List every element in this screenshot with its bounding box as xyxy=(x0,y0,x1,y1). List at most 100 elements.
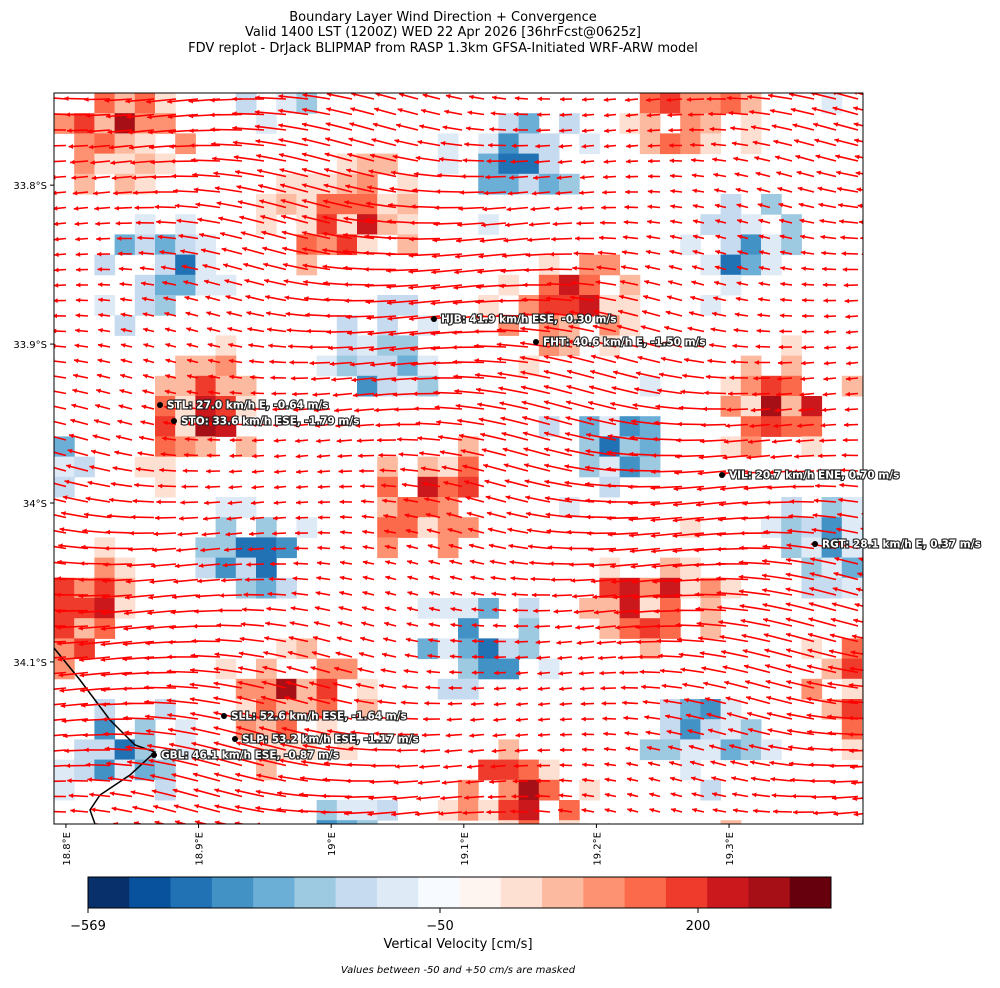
field-cell xyxy=(155,93,176,114)
field-cell xyxy=(397,214,418,235)
wind-arrowhead xyxy=(129,531,133,536)
wind-arrowhead xyxy=(469,733,474,738)
field-cell xyxy=(559,820,580,841)
wind-arrowhead xyxy=(48,389,53,394)
station-dot xyxy=(232,736,238,742)
wind-arrowhead xyxy=(491,111,496,116)
wind-arrowhead xyxy=(296,469,301,474)
wind-arrowhead xyxy=(155,205,159,210)
wind-arrowhead xyxy=(827,731,831,736)
wind-arrowhead xyxy=(72,175,77,180)
wind-arrowhead xyxy=(434,205,438,210)
wind-arrowhead xyxy=(815,826,820,831)
wind-arrowhead xyxy=(802,282,807,287)
wind-arrowhead xyxy=(295,438,300,443)
field-cell xyxy=(296,679,317,700)
wind-arrowhead xyxy=(812,795,816,800)
wind-arrowhead xyxy=(790,778,794,783)
wind-arrow xyxy=(627,825,638,828)
wind-arrowhead xyxy=(773,809,777,814)
wind-arrowhead xyxy=(626,174,630,179)
wind-arrow xyxy=(868,394,880,395)
wind-arrowhead xyxy=(292,392,297,397)
wind-arrowhead xyxy=(582,113,587,118)
wind-arrowhead xyxy=(414,406,418,411)
field-cell xyxy=(660,133,681,154)
wind-arrowhead xyxy=(868,392,873,397)
wind-arrowhead xyxy=(442,780,447,785)
field-cell xyxy=(599,457,620,478)
wind-arrowhead xyxy=(339,484,343,489)
wind-arrowhead xyxy=(36,542,41,547)
wind-arrowhead xyxy=(144,685,148,690)
field-cell xyxy=(660,598,681,619)
wind-arrowhead xyxy=(734,824,739,829)
wind-arrowhead xyxy=(554,609,559,614)
wind-arrow xyxy=(144,687,176,688)
wind-arrowhead xyxy=(845,299,850,304)
wind-arrowhead xyxy=(572,594,577,599)
field-cell xyxy=(700,780,721,801)
wind-arrowhead xyxy=(754,825,758,830)
wind-arrowhead xyxy=(865,452,870,457)
station-dot xyxy=(812,541,818,547)
wind-arrowhead xyxy=(560,748,564,753)
station-label: STO: 33.6 km/h ESE, -1.79 m/s xyxy=(181,416,359,428)
wind-arrowhead xyxy=(46,111,50,116)
wind-arrowhead xyxy=(461,174,465,179)
wind-arrowhead xyxy=(580,686,585,691)
wind-arrowhead xyxy=(625,190,629,195)
wind-arrowhead xyxy=(74,206,79,211)
wind-arrowhead xyxy=(511,576,516,581)
wind-arrowhead xyxy=(792,794,796,799)
field-cell xyxy=(377,295,398,316)
wind-arrowhead xyxy=(603,175,608,180)
wind-arrow xyxy=(414,828,440,830)
wind-arrowhead xyxy=(172,174,176,179)
wind-arrowhead xyxy=(493,733,498,738)
field-cell xyxy=(700,255,721,276)
wind-arrowhead xyxy=(437,826,442,831)
field-cell xyxy=(276,174,297,195)
wind-arrowhead xyxy=(417,436,422,441)
wind-arrowhead xyxy=(289,360,293,365)
wind-arrowhead xyxy=(810,91,815,96)
station-dot xyxy=(151,752,157,758)
wind-arrow xyxy=(849,750,880,751)
field-cell xyxy=(216,537,237,558)
wind-arrowhead xyxy=(599,671,604,676)
wind-arrowhead xyxy=(122,686,126,691)
lon-tick-label: 19.2°E xyxy=(592,832,603,866)
wind-arrowhead xyxy=(585,498,590,503)
field-cell xyxy=(579,780,600,801)
wind-arrowhead xyxy=(70,808,75,813)
wind-arrowhead xyxy=(515,96,520,101)
wind-arrowhead xyxy=(823,392,828,397)
wind-arrowhead xyxy=(582,747,587,752)
wind-arrowhead xyxy=(84,97,88,102)
wind-arrowhead xyxy=(364,267,368,272)
wind-arrowhead xyxy=(489,127,494,132)
wind-arrowhead xyxy=(296,485,301,490)
wind-arrowhead xyxy=(707,359,712,364)
wind-arrowhead xyxy=(230,438,234,443)
field-cell xyxy=(94,154,115,175)
wind-arrowhead xyxy=(623,235,628,240)
field-cell xyxy=(599,255,620,276)
wind-arrowhead xyxy=(581,701,585,706)
wind-arrowhead xyxy=(574,610,579,615)
map-field xyxy=(34,90,882,840)
wind-arrowhead xyxy=(46,418,51,423)
wind-arrowhead xyxy=(401,700,406,705)
wind-arrowhead xyxy=(311,377,316,382)
wind-arrow xyxy=(695,594,726,595)
wind-arrowhead xyxy=(64,96,68,101)
wind-arrow xyxy=(46,420,66,425)
wind-arrowhead xyxy=(461,826,465,831)
field-cell xyxy=(640,93,661,114)
wind-arrowhead xyxy=(347,762,351,767)
wind-arrowhead xyxy=(515,733,520,738)
wind-arrowhead xyxy=(648,159,652,164)
field-cell xyxy=(801,396,822,417)
wind-arrow xyxy=(93,824,110,827)
